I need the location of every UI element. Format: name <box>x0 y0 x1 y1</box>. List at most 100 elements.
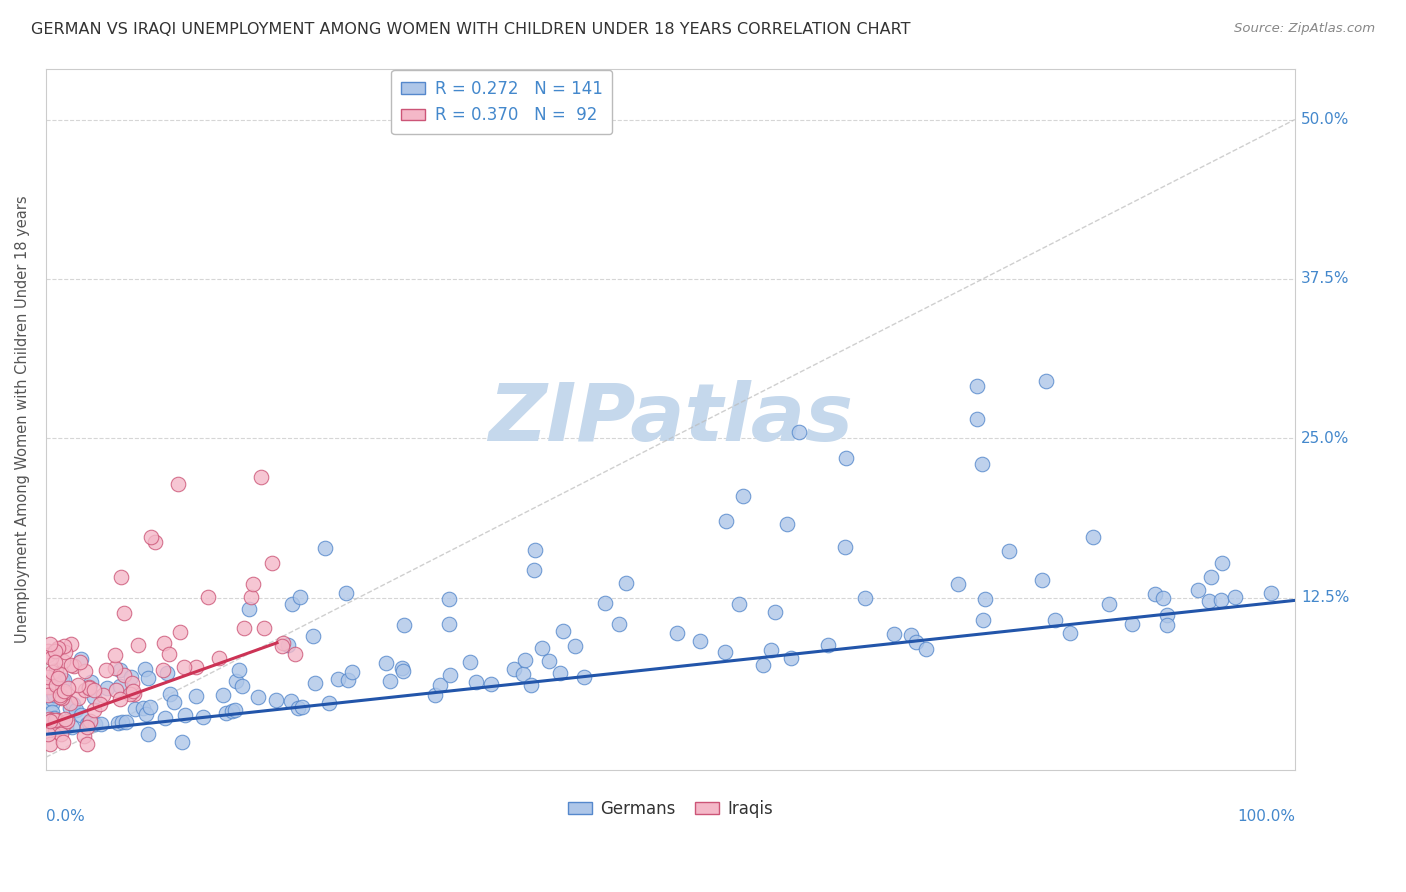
Point <box>53 639 76 653</box>
Point <box>45 643 67 657</box>
Point <box>104 661 127 675</box>
Point <box>139 700 162 714</box>
Point <box>65 703 87 717</box>
Text: 12.5%: 12.5% <box>1301 591 1350 606</box>
Point <box>37 688 59 702</box>
Point <box>139 530 162 544</box>
Point <box>46 714 69 728</box>
Point <box>41 697 63 711</box>
Point <box>159 647 181 661</box>
Point <box>46 671 69 685</box>
Point <box>607 616 630 631</box>
Point <box>41 705 63 719</box>
Point <box>763 605 786 619</box>
Point <box>1098 597 1121 611</box>
Point <box>1211 556 1233 570</box>
Point <box>76 720 98 734</box>
Point <box>817 638 839 652</box>
Text: Source: ZipAtlas.com: Source: ZipAtlas.com <box>1234 22 1375 36</box>
Point <box>342 665 364 679</box>
Point <box>752 658 775 673</box>
Point <box>186 690 208 704</box>
Point <box>915 642 938 657</box>
Point <box>67 678 90 692</box>
Point <box>62 697 84 711</box>
Point <box>156 665 179 680</box>
Point <box>90 717 112 731</box>
Point <box>997 544 1019 558</box>
Point <box>75 682 97 697</box>
Point <box>56 681 79 695</box>
Point <box>39 714 62 729</box>
Point <box>44 722 66 736</box>
Point <box>834 540 856 554</box>
Point <box>564 640 586 654</box>
Point <box>479 677 502 691</box>
Point <box>107 715 129 730</box>
Point <box>228 663 250 677</box>
Point <box>53 712 76 726</box>
Point <box>280 694 302 708</box>
Point <box>689 634 711 648</box>
Point <box>53 673 76 688</box>
Point <box>55 720 77 734</box>
Point <box>55 714 77 728</box>
Point <box>548 665 571 680</box>
Point <box>94 663 117 677</box>
Point <box>221 704 243 718</box>
Point <box>776 517 799 532</box>
Point <box>593 596 616 610</box>
Point <box>614 576 637 591</box>
Point <box>972 613 994 627</box>
Point <box>41 713 63 727</box>
Point <box>1143 587 1166 601</box>
Point <box>76 737 98 751</box>
Point <box>197 590 219 604</box>
Point <box>138 671 160 685</box>
Point <box>166 477 188 491</box>
Point <box>392 664 415 678</box>
Point <box>37 727 59 741</box>
Text: 100.0%: 100.0% <box>1237 808 1295 823</box>
Point <box>51 673 73 688</box>
Point <box>67 691 90 706</box>
Point <box>38 713 60 727</box>
Point <box>41 713 63 727</box>
Point <box>53 645 76 659</box>
Point <box>1187 583 1209 598</box>
Point <box>39 637 62 651</box>
Point <box>900 628 922 642</box>
Point <box>108 692 131 706</box>
Point <box>45 678 67 692</box>
Point <box>966 412 988 426</box>
Point <box>1121 616 1143 631</box>
Point <box>143 534 166 549</box>
Point <box>572 670 595 684</box>
Point <box>52 684 75 698</box>
Point <box>208 651 231 665</box>
Point <box>727 597 749 611</box>
Point <box>153 635 176 649</box>
Point <box>225 673 247 688</box>
Point <box>77 680 100 694</box>
Point <box>46 641 69 656</box>
Point <box>1081 530 1104 544</box>
Point <box>779 651 801 665</box>
Point <box>111 714 134 729</box>
Point <box>1223 590 1246 604</box>
Point <box>277 638 299 652</box>
Point <box>49 688 72 702</box>
Point <box>83 682 105 697</box>
Point <box>110 679 132 693</box>
Point <box>48 666 70 681</box>
Point <box>733 489 755 503</box>
Point <box>905 634 928 648</box>
Point <box>231 679 253 693</box>
Point <box>215 706 238 721</box>
Point <box>37 669 59 683</box>
Point <box>974 591 997 606</box>
Point <box>45 713 67 727</box>
Point <box>59 658 82 673</box>
Point <box>89 697 111 711</box>
Point <box>304 676 326 690</box>
